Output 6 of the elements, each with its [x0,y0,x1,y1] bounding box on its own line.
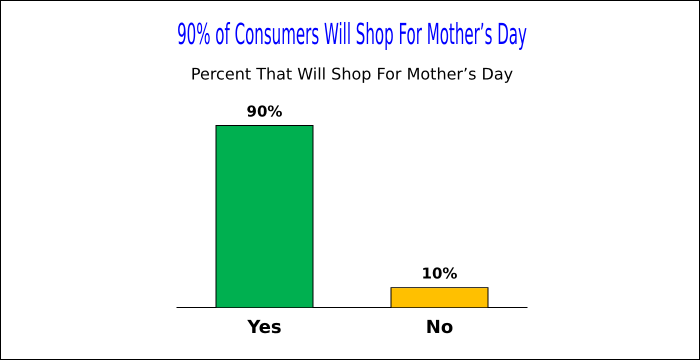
data-label: 10% [422,264,458,283]
chart-title: 90% of Consumers Will Shop For Mother’s Day [177,18,527,52]
x-tick-label: No [426,316,454,338]
x-tick-label: Yes [246,316,282,338]
data-label: 90% [246,102,282,120]
chart-subtitle: Percent That Will Shop For Mother’s Day [190,64,514,84]
